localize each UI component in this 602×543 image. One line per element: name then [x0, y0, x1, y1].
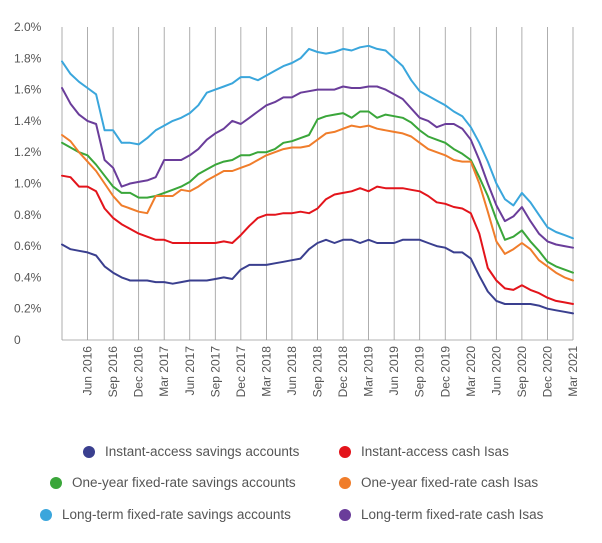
x-tick-label: Sep 2019: [413, 346, 427, 398]
y-tick-label: 1.6%: [14, 83, 42, 97]
x-tick-label: Mar 2019: [362, 346, 376, 397]
x-tick-label: Sep 2017: [208, 346, 222, 398]
legend-item-long-term-isas: Long-term fixed-rate cash Isas: [339, 507, 543, 522]
series-line-one-year-fixed-rate-cash-isas: [61, 124, 574, 282]
legend-dot-icon: [339, 508, 351, 521]
line-chart: 0 0.2% 0.4% 0.6% 0.8% 1.0% 1.2% 1.4% 1.6% 1.8% 2.0…: [14, 20, 580, 398]
x-tick-label: Jun 2018: [285, 346, 299, 396]
y-tick-label: 0.4%: [14, 270, 42, 284]
x-tick-label: Jun 2019: [387, 346, 401, 396]
x-tick-label: Dec 2017: [234, 346, 248, 398]
x-tick-label: Dec 2016: [132, 346, 146, 398]
x-tick-label: Jun 2017: [183, 346, 197, 396]
legend-label: Long-term fixed-rate savings accounts: [62, 507, 291, 522]
y-tick-label: 1.0%: [14, 177, 42, 191]
x-tick-label: Jun 2016: [81, 346, 95, 396]
legend-item-one-year-savings: One-year fixed-rate savings accounts: [50, 475, 296, 490]
legend-label: Instant-access savings accounts: [105, 444, 300, 459]
legend-dot-icon: [339, 476, 351, 489]
y-tick-label: 0: [14, 333, 21, 347]
y-tick-label: 1.8%: [14, 51, 42, 65]
series-line-long-term-fixed-rate-savings-accounts: [61, 44, 574, 240]
legend-item-instant-access-savings: Instant-access savings accounts: [83, 444, 299, 459]
series-line-instant-access-cash-isas: [61, 174, 574, 305]
legend-dot-icon: [339, 445, 351, 458]
series-line-long-term-fixed-rate-cash-isas: [61, 85, 574, 249]
legend-item-one-year-isas: One-year fixed-rate cash Isas: [339, 475, 538, 490]
legend: Instant-access savings accounts Instant-…: [0, 430, 602, 540]
x-tick-label: Mar 2021: [566, 346, 580, 397]
legend-label: One-year fixed-rate savings accounts: [72, 475, 296, 490]
x-tick-label: Sep 2018: [311, 346, 325, 398]
x-tick-label: Jun 2020: [489, 346, 503, 396]
legend-item-long-term-savings: Long-term fixed-rate savings accounts: [40, 507, 291, 522]
series-line-one-year-fixed-rate-savings-accounts: [61, 110, 574, 274]
x-tick-label: Sep 2016: [106, 346, 120, 398]
x-tick-label: Sep 2020: [515, 346, 529, 398]
x-tick-label: Mar 2018: [259, 346, 273, 397]
legend-label: One-year fixed-rate cash Isas: [361, 475, 539, 490]
series-line-instant-access-savings-accounts: [61, 238, 574, 315]
y-tick-label: 0.2%: [14, 302, 42, 316]
x-tick-label: Dec 2019: [438, 346, 452, 398]
legend-dot-icon: [50, 476, 62, 489]
x-tick-label: Dec 2018: [336, 346, 350, 398]
y-tick-label: 1.4%: [14, 114, 42, 128]
legend-item-instant-access-isas: Instant-access cash Isas: [339, 444, 509, 459]
x-tick-label: Mar 2017: [157, 346, 171, 397]
x-tick-label: Mar 2020: [464, 346, 478, 397]
legend-dot-icon: [83, 445, 95, 458]
legend-dot-icon: [40, 508, 52, 521]
legend-label: Instant-access cash Isas: [361, 444, 509, 459]
legend-label: Long-term fixed-rate cash Isas: [361, 507, 544, 522]
y-tick-label: 0.8%: [14, 208, 42, 222]
y-tick-label: 1.2%: [14, 145, 42, 159]
y-tick-label: 2.0%: [14, 20, 42, 34]
y-tick-label: 0.6%: [14, 239, 42, 253]
x-tick-label: Dec 2020: [540, 346, 554, 398]
